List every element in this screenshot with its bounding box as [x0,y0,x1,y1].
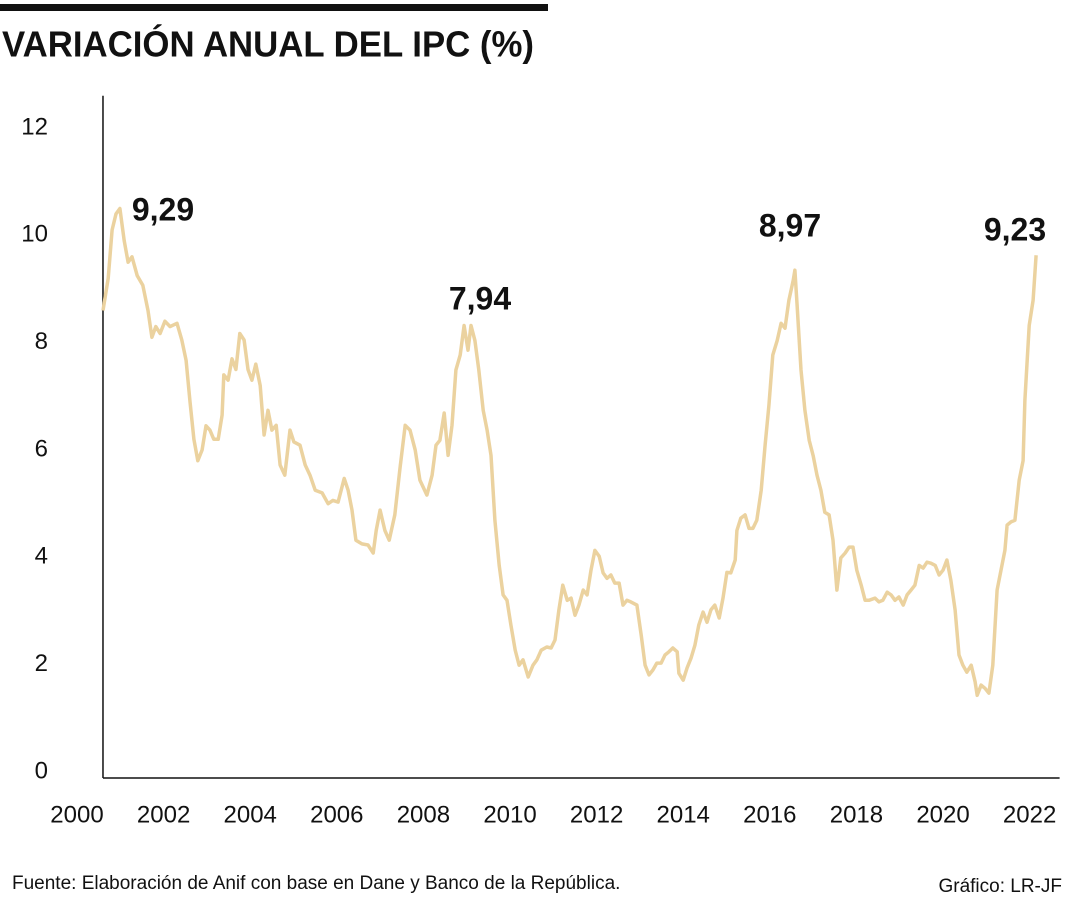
x-tick-label: 2010 [483,801,536,828]
x-tick-label: 2012 [570,801,623,828]
y-tick-label: 10 [21,221,48,248]
x-tick-label: 2022 [1003,801,1056,828]
y-tick-label: 2 [35,650,48,677]
x-tick-label: 2002 [137,801,190,828]
x-tick-label: 2000 [50,801,103,828]
peak-annotation: 8,97 [759,207,821,243]
peak-annotation: 9,29 [132,191,194,227]
x-tick-label: 2004 [224,801,277,828]
y-tick-label: 12 [21,113,48,140]
x-tick-label: 2008 [397,801,450,828]
y-tick-label: 0 [35,757,48,784]
source: Fuente: Elaboración de Anif con base en … [12,873,620,894]
peak-annotation: 7,94 [449,280,511,316]
x-tick-label: 2014 [657,801,710,828]
credit: Gráfico: LR-JF [938,876,1062,897]
y-tick-label: 6 [35,435,48,462]
chart-title: VARIACIÓN ANUAL DEL IPC (%) [2,23,534,65]
top-rule [0,4,548,11]
ipc-line [101,206,1038,698]
x-tick-label: 2020 [916,801,969,828]
x-tick-label: 2006 [310,801,363,828]
y-tick-label: 4 [35,543,48,570]
x-tick-label: 2016 [743,801,796,828]
x-tick-label: 2018 [830,801,883,828]
y-tick-label: 8 [35,328,48,355]
peak-annotation: 9,23 [984,211,1046,247]
